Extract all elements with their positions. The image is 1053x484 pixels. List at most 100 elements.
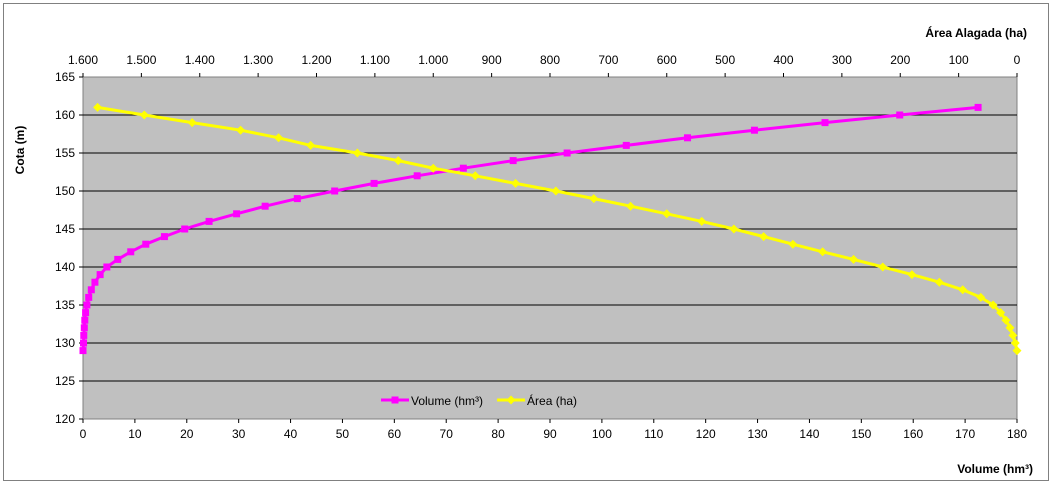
data-point xyxy=(261,202,269,210)
x-tick-label: 130 xyxy=(748,427,768,441)
data-point xyxy=(729,224,739,234)
data-point xyxy=(976,292,986,302)
data-point xyxy=(684,134,692,142)
data-point xyxy=(551,186,561,196)
x2-tick-label: 1.200 xyxy=(301,53,331,67)
data-point xyxy=(96,271,104,279)
x2-tick-label: 1.400 xyxy=(185,53,215,67)
x-tick-label: 20 xyxy=(180,427,194,441)
legend-swatch-marker xyxy=(391,396,399,404)
x-tick-label: 30 xyxy=(232,427,246,441)
x2-tick-label: 1.500 xyxy=(126,53,156,67)
x-tick-label: 80 xyxy=(491,427,505,441)
legend-swatch-marker xyxy=(506,395,516,405)
data-point xyxy=(79,347,87,355)
data-point xyxy=(81,316,89,324)
data-point xyxy=(331,187,339,195)
x-tick-label: 110 xyxy=(644,427,663,441)
data-point xyxy=(233,210,241,218)
y-tick-label: 140 xyxy=(55,260,75,274)
axes: 120 125 130 135 140 145 150 155 160 165 0 10 20 30 40 5… xyxy=(55,53,1027,441)
data-point xyxy=(511,178,521,188)
x2-tick-label: 800 xyxy=(540,53,560,67)
y-tick-label: 165 xyxy=(55,70,75,84)
x-tick-label: 40 xyxy=(284,427,298,441)
data-point xyxy=(759,232,769,242)
data-point xyxy=(996,308,1006,318)
data-point xyxy=(293,195,301,203)
x2-tick-label: 1.300 xyxy=(243,53,273,67)
x2-tick-label: 700 xyxy=(598,53,618,67)
data-point xyxy=(626,201,636,211)
data-point xyxy=(352,148,362,158)
data-point xyxy=(459,164,467,172)
x-tick-label: 10 xyxy=(128,427,142,441)
y-tick-label: 130 xyxy=(55,336,75,350)
data-point xyxy=(370,179,378,187)
data-point xyxy=(818,247,828,257)
y-axis-title: Cota (m) xyxy=(13,126,27,175)
data-point xyxy=(988,300,998,310)
data-point xyxy=(80,339,88,347)
data-point xyxy=(306,140,316,150)
data-point xyxy=(205,217,213,225)
x2-tick-label: 400 xyxy=(773,53,793,67)
data-point xyxy=(1008,330,1018,340)
data-point xyxy=(896,111,904,119)
x-tick-label: 90 xyxy=(543,427,557,441)
data-point xyxy=(1010,338,1020,348)
data-point xyxy=(662,209,672,219)
data-point xyxy=(181,225,189,233)
data-point xyxy=(142,240,150,248)
y-tick-label: 120 xyxy=(55,412,75,426)
x-tick-label: 50 xyxy=(336,427,350,441)
data-point xyxy=(80,331,88,339)
x2-tick-label: 900 xyxy=(482,53,502,67)
data-point xyxy=(622,141,630,149)
data-point xyxy=(934,277,944,287)
data-point xyxy=(697,216,707,226)
data-point xyxy=(821,119,829,127)
data-point xyxy=(103,263,111,271)
legend: Volume (hm³) Área (ha) xyxy=(381,393,577,408)
data-point xyxy=(1012,346,1022,356)
data-point xyxy=(82,309,90,317)
data-point xyxy=(139,110,149,120)
x2-tick-label: 1.600 xyxy=(68,53,98,67)
x-tick-label: 150 xyxy=(851,427,871,441)
x-tick-label: 70 xyxy=(440,427,454,441)
x-tick-label: 100 xyxy=(592,427,612,441)
y-tick-label: 145 xyxy=(55,222,75,236)
x-tick-label: 0 xyxy=(80,427,87,441)
data-point xyxy=(413,172,421,180)
data-point xyxy=(93,102,103,112)
data-point xyxy=(750,126,758,134)
y-tick-label: 125 xyxy=(55,374,75,388)
data-point xyxy=(958,285,968,295)
legend-label: Área (ha) xyxy=(527,393,577,408)
data-point xyxy=(509,157,517,165)
x2-tick-label: 100 xyxy=(949,53,969,67)
x-tick-label: 180 xyxy=(1007,427,1027,441)
data-point xyxy=(1001,315,1011,325)
x2-tick-label: 0 xyxy=(1014,53,1021,67)
x2-tick-label: 1.100 xyxy=(360,53,390,67)
data-point xyxy=(1005,323,1015,333)
x-tick-label: 60 xyxy=(388,427,402,441)
x2-tick-label: 200 xyxy=(890,53,910,67)
data-point xyxy=(393,156,403,166)
x2-tick-label: 300 xyxy=(832,53,852,67)
data-point xyxy=(878,262,888,272)
x2-axis-title: Área Alagada (ha) xyxy=(925,25,1027,40)
x-tick-label: 170 xyxy=(955,427,975,441)
data-point xyxy=(85,293,93,301)
y-tick-label: 160 xyxy=(55,108,75,122)
data-point xyxy=(849,254,859,264)
y-tick-label: 150 xyxy=(55,184,75,198)
x2-tick-label: 1.000 xyxy=(418,53,448,67)
data-point xyxy=(274,133,284,143)
data-point xyxy=(563,149,571,157)
data-point xyxy=(187,118,197,128)
x2-tick-label: 500 xyxy=(715,53,735,67)
